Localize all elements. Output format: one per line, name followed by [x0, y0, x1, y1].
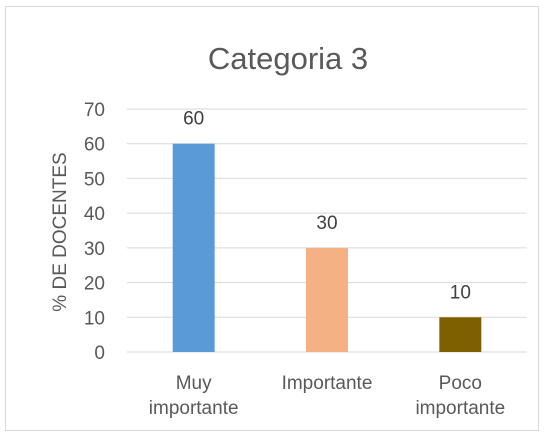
y-tick-label-50: 50 — [84, 169, 105, 190]
x-axis-categories: Muy importante Importante Poco importante — [149, 373, 505, 419]
data-label-1: 30 — [316, 213, 337, 234]
data-label-2: 10 — [450, 282, 471, 303]
x-category-label-0: Muy importante — [149, 373, 239, 419]
x-category-label-1: Importante — [282, 373, 373, 394]
y-tick-label-70: 70 — [84, 100, 105, 121]
data-labels: 60 30 10 — [183, 109, 471, 304]
y-tick-label-0: 0 — [94, 343, 105, 364]
bar-2 — [439, 317, 482, 352]
chart-frame — [5, 6, 539, 431]
data-label-0: 60 — [183, 109, 204, 130]
x-category-label-2: Poco importante — [415, 373, 505, 419]
y-tick-label-20: 20 — [84, 274, 105, 295]
bars — [172, 143, 482, 352]
chart-title: Categoria 3 — [208, 41, 368, 76]
bar-0 — [172, 143, 215, 352]
y-tick-label-30: 30 — [84, 239, 105, 260]
y-axis-ticks: 0 10 20 30 40 50 60 70 — [84, 100, 105, 364]
y-tick-label-60: 60 — [84, 135, 105, 156]
bar-1 — [306, 247, 348, 352]
y-tick-label-10: 10 — [84, 308, 105, 329]
y-tick-label-40: 40 — [84, 204, 105, 225]
y-axis-label: % DE DOCENTES — [50, 152, 71, 311]
